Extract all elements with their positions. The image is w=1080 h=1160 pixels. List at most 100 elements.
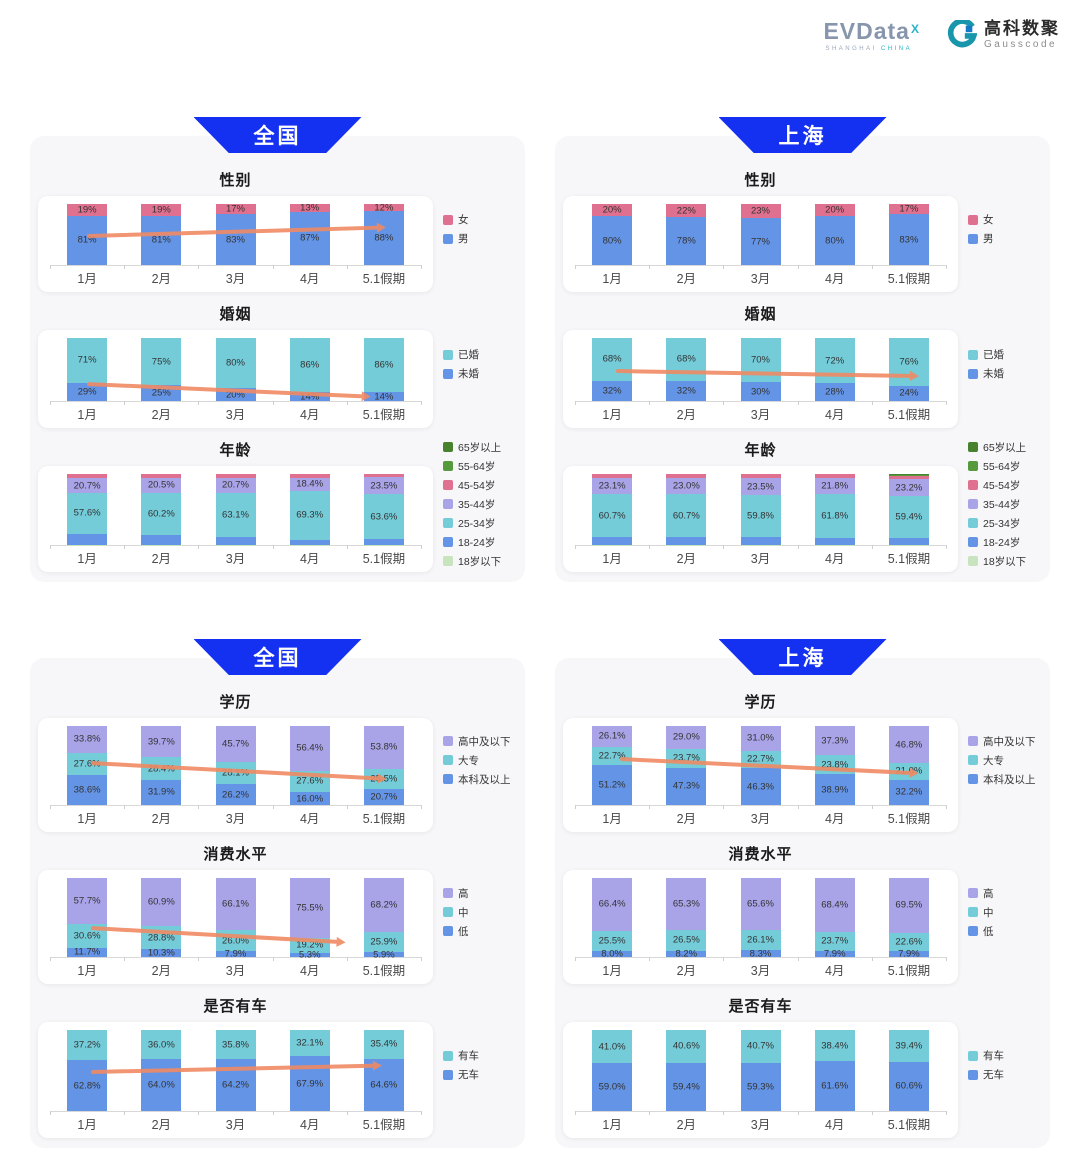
bar-label: 75% [151, 355, 171, 367]
bar-segment-男: 81% [141, 215, 182, 265]
bar-label: 7.9% [898, 948, 920, 960]
bar-label: 59.4% [895, 511, 923, 523]
bar-label: 64.6% [370, 1079, 398, 1091]
legend-item: 18岁以下 [968, 554, 1044, 569]
x-axis: 1月 2月 3月 4月 5.1假期 [575, 1112, 946, 1134]
chart-card: 66.4% 25.5% 8.0% 65.3% 26.5% 8.2% 65.6% 26.1% 8.… [563, 870, 958, 984]
month-label: 1月 [77, 811, 97, 826]
legend-item: 中 [968, 905, 1044, 920]
bar-label: 14% [374, 390, 394, 402]
chart-card: 71% 29% 75% 25% 80% 20% 86% 14% 86% 14% 1月 2月 3月 4月 5.… [38, 330, 433, 428]
chart-main: 学历 26.1% 22.7% 51.2% 29.0% 23.7% 47.3% 31.0% 22.… [563, 688, 958, 832]
bar-1月: 19% 81% [67, 204, 108, 265]
bar-label: 57.6% [73, 507, 101, 519]
bar-2月: 19% 81% [141, 204, 182, 265]
bar-segment-高中及以下: 31.0% [740, 726, 781, 751]
legend-item: 65岁以上 [968, 440, 1044, 455]
month-label: 3月 [225, 407, 246, 422]
bar-label: 27.6% [296, 775, 324, 787]
bar-label: 83% [225, 233, 246, 245]
bar-label: 56.4% [296, 742, 324, 754]
bar-label: 66.4% [598, 898, 626, 910]
bar-segment-已婚: 68% [666, 338, 707, 381]
bar-label: 25.5% [370, 772, 398, 784]
legend-item: 高中及以下 [443, 734, 519, 749]
bar-label: 51.2% [598, 779, 626, 791]
bar-segment-无车: 59.0% [592, 1063, 633, 1111]
legend-item: 本科及以上 [968, 772, 1044, 787]
bar-segment-45-54岁 [289, 474, 330, 478]
bar-label: 64.2% [222, 1079, 249, 1091]
bar-label: 23.7% [672, 752, 700, 764]
bar-label: 68% [602, 353, 622, 365]
bar-label: 22.7% [747, 753, 774, 765]
bar-segment-女: 17% [215, 204, 256, 215]
legend-swatch-18-24岁 [968, 537, 978, 547]
axis-tick [871, 1111, 873, 1115]
bar-label: 23.7% [821, 935, 849, 947]
bar-segment-男: 78% [666, 217, 707, 265]
legend-swatch-高 [968, 888, 978, 898]
legend-item: 未婚 [968, 366, 1044, 381]
bar-label: 29.0% [672, 731, 700, 743]
bar-segment-高中及以下: 29.0% [666, 726, 707, 749]
legend-label: 女 [983, 214, 994, 226]
bar-segment-低: 5.3% [289, 950, 330, 959]
axis-tick [575, 545, 576, 549]
legend-label: 未婚 [458, 368, 479, 380]
bar-4月: 56.4% 27.6% 16.0% [289, 726, 330, 805]
bar-segment-高中及以下: 39.7% [141, 726, 182, 758]
bar-label: 40.7% [747, 1040, 774, 1052]
chart-card: 20.7% 57.6% 20.5% 60.2% 20.7% 63.1% 18.4% 69.3%… [38, 466, 433, 572]
bar-label: 75.5% [296, 902, 324, 914]
bar-segment-未婚: 29% [67, 382, 108, 401]
bar-label: 38.9% [821, 783, 849, 795]
legend: 高中及以下 大专 本科及以上 [433, 688, 519, 832]
bar-4月: 21.8% 61.8% [814, 474, 855, 545]
bar-segment-35-44岁: 23.2% [888, 479, 929, 496]
legend-swatch-已婚 [443, 349, 453, 360]
bar-3月: 17% 83% [215, 204, 256, 265]
bar-label: 38.6% [73, 784, 101, 795]
bar-label: 23.5% [370, 479, 398, 491]
month-label: 5.1假期 [887, 963, 931, 978]
bar-label: 10.3% [147, 947, 175, 959]
bar-label: 20.7% [222, 479, 249, 491]
bar-segment-低: 8.0% [592, 949, 633, 958]
bar-label: 46.3% [747, 780, 774, 792]
chart-card: 19% 81% 19% 81% 17% 83% 13% 87% 12% 88% 1月 2月 3月 4月 5.… [38, 196, 433, 292]
evdata-subtext-left: SHANGHAI [825, 46, 877, 52]
trend-arrow-head [335, 936, 346, 948]
bar-label: 32% [676, 385, 696, 397]
bar-label: 36.0% [147, 1038, 175, 1050]
bar-segment-未婚: 14% [363, 390, 404, 402]
legend-swatch-65岁以上 [968, 442, 978, 452]
bar-label: 60.9% [147, 896, 175, 908]
bar-segment-25-34岁: 57.6% [67, 492, 108, 534]
legend-item: 高中及以下 [968, 734, 1044, 749]
legend-label: 女 [458, 214, 469, 226]
bar-segment-有车: 39.4% [888, 1030, 929, 1062]
month-label: 5.1假期 [887, 271, 931, 286]
axis-tick [421, 805, 422, 809]
bar-label: 23% [750, 205, 771, 217]
month-label: 4月 [824, 963, 845, 978]
axis-tick [871, 401, 873, 405]
bar-label: 32.1% [296, 1037, 324, 1049]
axis-tick [797, 957, 799, 961]
legend-swatch-高 [443, 888, 453, 898]
bar-segment-高: 65.6% [740, 878, 781, 930]
section-demographics-bottom: 全国 学历 33.8% 27.6% 38.6% 39.7%28.4%31.9% 45.7%… [0, 639, 1080, 1148]
chart-main: 年龄 23.1% 60.7% 23.0% 60.7% 23.5% 59.8% 21.8% 61.… [563, 436, 958, 572]
bar-label: 71% [77, 354, 97, 366]
bar-label: 69.5% [895, 899, 923, 911]
x-axis: 1月 2月 3月 4月 5.1假期 [50, 958, 421, 980]
bar-segment-18-24岁 [141, 535, 182, 545]
month-label: 1月 [77, 271, 97, 286]
bar-segment-本科及以上: 38.9% [814, 774, 855, 805]
bar-segment-25-34岁: 69.3% [289, 490, 330, 540]
legend-item: 女 [968, 212, 1044, 227]
month-label: 3月 [750, 271, 771, 286]
legend-label: 45-54岁 [983, 479, 1021, 492]
bar-3月: 80% 20% [215, 338, 256, 401]
